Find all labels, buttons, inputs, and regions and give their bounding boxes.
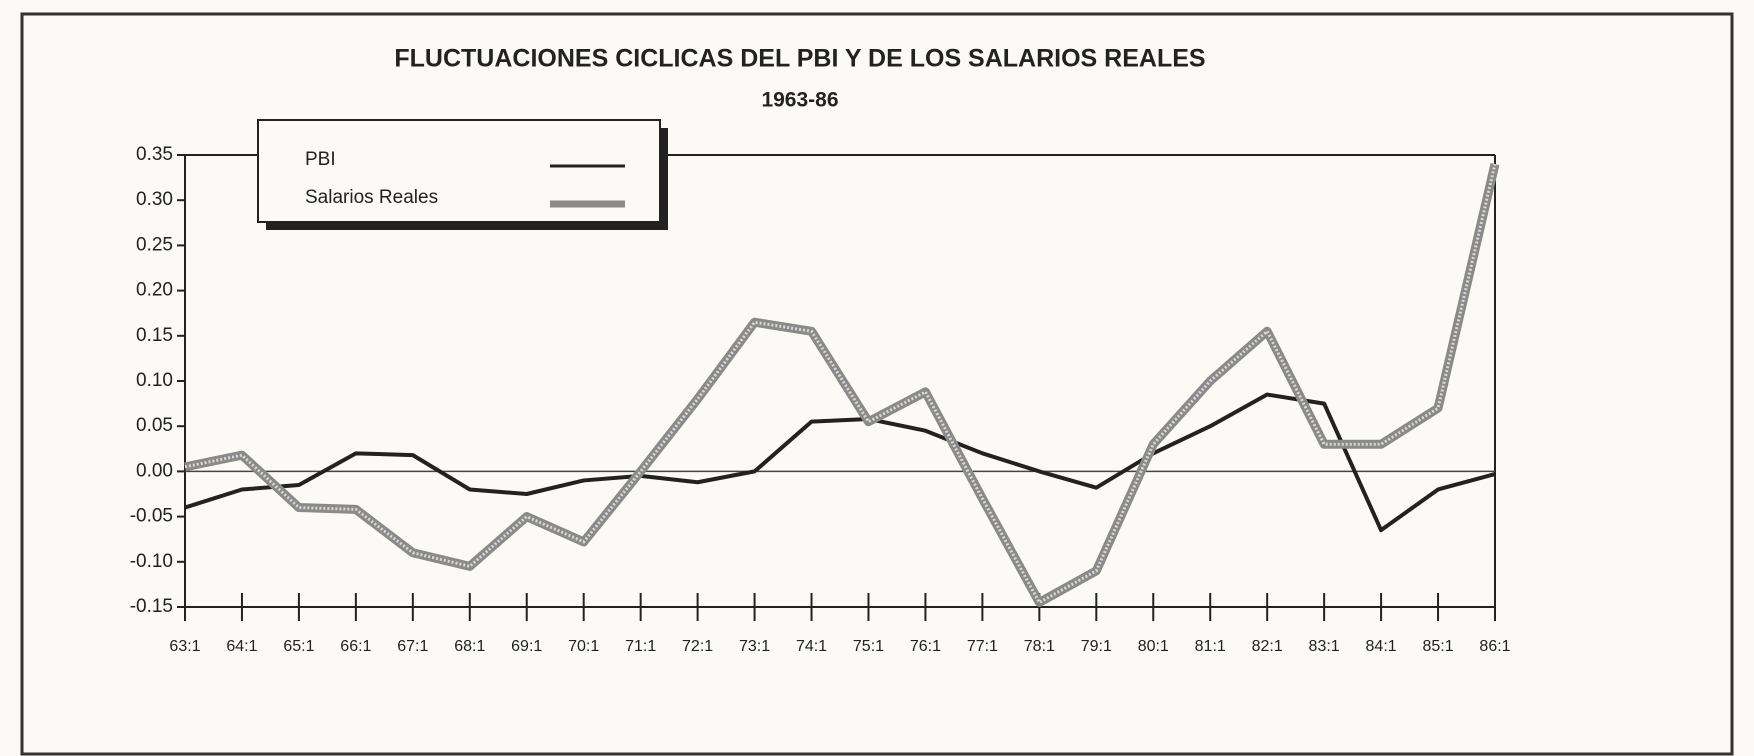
y-tick-label: -0.10 xyxy=(130,551,173,572)
y-tick-label: 0.15 xyxy=(136,325,173,346)
x-tick-label: 83:1 xyxy=(1309,638,1340,655)
x-tick-label: 85:1 xyxy=(1422,638,1453,655)
x-tick-label: 70:1 xyxy=(568,638,599,655)
x-tick-label: 78:1 xyxy=(1024,638,1055,655)
x-tick-label: 69:1 xyxy=(511,638,542,655)
x-tick-label: 74:1 xyxy=(796,638,827,655)
y-tick-label: 0.10 xyxy=(136,370,173,391)
y-tick-label: 0.00 xyxy=(136,460,173,481)
x-tick-label: 76:1 xyxy=(910,638,941,655)
frame xyxy=(20,12,1734,756)
x-tick-label: 73:1 xyxy=(739,638,770,655)
y-tick-label: 0.20 xyxy=(136,280,173,301)
x-tick-label: 65:1 xyxy=(283,638,314,655)
x-tick-label: 79:1 xyxy=(1081,638,1112,655)
x-tick-label: 72:1 xyxy=(682,638,713,655)
x-tick-label: 82:1 xyxy=(1252,638,1283,655)
x-tick-label: 84:1 xyxy=(1366,638,1397,655)
line-texture xyxy=(184,163,1497,605)
x-tick-label: 68:1 xyxy=(454,638,485,655)
x-tick-label: 71:1 xyxy=(625,638,656,655)
y-tick-label: 0.35 xyxy=(136,144,173,165)
x-tick-label: 86:1 xyxy=(1479,638,1510,655)
x-tick-label: 63:1 xyxy=(169,638,200,655)
x-tick-label: 64:1 xyxy=(226,638,257,655)
x-tick-label: 75:1 xyxy=(853,638,884,655)
y-tick-label: 0.25 xyxy=(136,234,173,255)
legend xyxy=(257,119,661,223)
x-tick-label: 77:1 xyxy=(967,638,998,655)
series-line xyxy=(184,392,1496,533)
y-tick-label: -0.05 xyxy=(130,506,173,527)
chart-title: FLUCTUACIONES CICLICAS DEL PBI Y DE LOS … xyxy=(394,45,1205,73)
y-tick-label: 0.05 xyxy=(136,415,173,436)
legend-label: PBI xyxy=(305,149,336,170)
x-tick-label: 66:1 xyxy=(340,638,371,655)
chart-subtitle: 1963-86 xyxy=(761,89,838,112)
y-tick-label: -0.15 xyxy=(130,596,173,617)
x-tick-label: 80:1 xyxy=(1138,638,1169,655)
x-tick-label: 67:1 xyxy=(397,638,428,655)
legend-label: Salarios Reales xyxy=(305,187,438,208)
y-tick-label: 0.30 xyxy=(136,189,173,210)
x-tick-label: 81:1 xyxy=(1195,638,1226,655)
